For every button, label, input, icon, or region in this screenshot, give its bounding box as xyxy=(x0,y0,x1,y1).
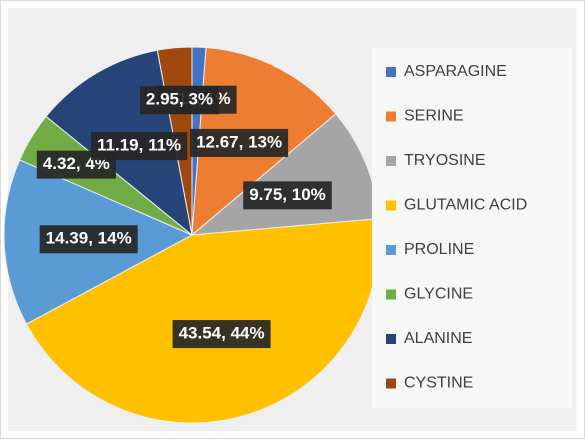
legend-swatch xyxy=(386,378,396,389)
data-label: 43.54, 44% xyxy=(179,324,265,343)
legend-label: ASPARAGINE xyxy=(404,63,507,80)
legend-swatch xyxy=(386,67,396,77)
legend-label: GLYCINE xyxy=(404,286,473,303)
data-label: 11.19, 11% xyxy=(97,136,181,155)
data-label-box xyxy=(139,86,220,115)
data-label-box xyxy=(91,132,188,161)
legend-label: PROLINE xyxy=(404,241,474,258)
legend-label: CYSTINE xyxy=(404,375,473,392)
data-label: 9.75, 10% xyxy=(249,185,326,204)
data-label-box xyxy=(172,320,271,349)
data-label-box xyxy=(243,181,332,210)
data-labels: 1.19, 1%12.67, 13%9.75, 10%43.54, 44%14.… xyxy=(36,85,332,349)
data-label-box xyxy=(39,225,138,254)
legend-box xyxy=(372,48,572,408)
legend-label: ALANINE xyxy=(404,330,472,347)
legend-swatch xyxy=(386,111,396,122)
legend: ASPARAGINE SERINE TRYOSINE GLUTAMIC ACID PRO… xyxy=(386,63,527,392)
data-label: 12.67, 13% xyxy=(196,132,282,151)
legend-label: TRYOSINE xyxy=(404,152,486,169)
data-label-box xyxy=(190,128,289,157)
legend-swatch xyxy=(386,156,396,166)
legend-swatch xyxy=(386,289,396,300)
legend-label: GLUTAMIC ACID xyxy=(404,197,527,214)
legend-swatch xyxy=(386,245,396,255)
legend-swatch xyxy=(386,334,396,344)
legend-swatch xyxy=(386,200,396,211)
legend-label: SERINE xyxy=(404,108,464,125)
data-label: 14.39, 14% xyxy=(46,229,132,248)
data-label: 2.95, 3% xyxy=(146,90,213,109)
